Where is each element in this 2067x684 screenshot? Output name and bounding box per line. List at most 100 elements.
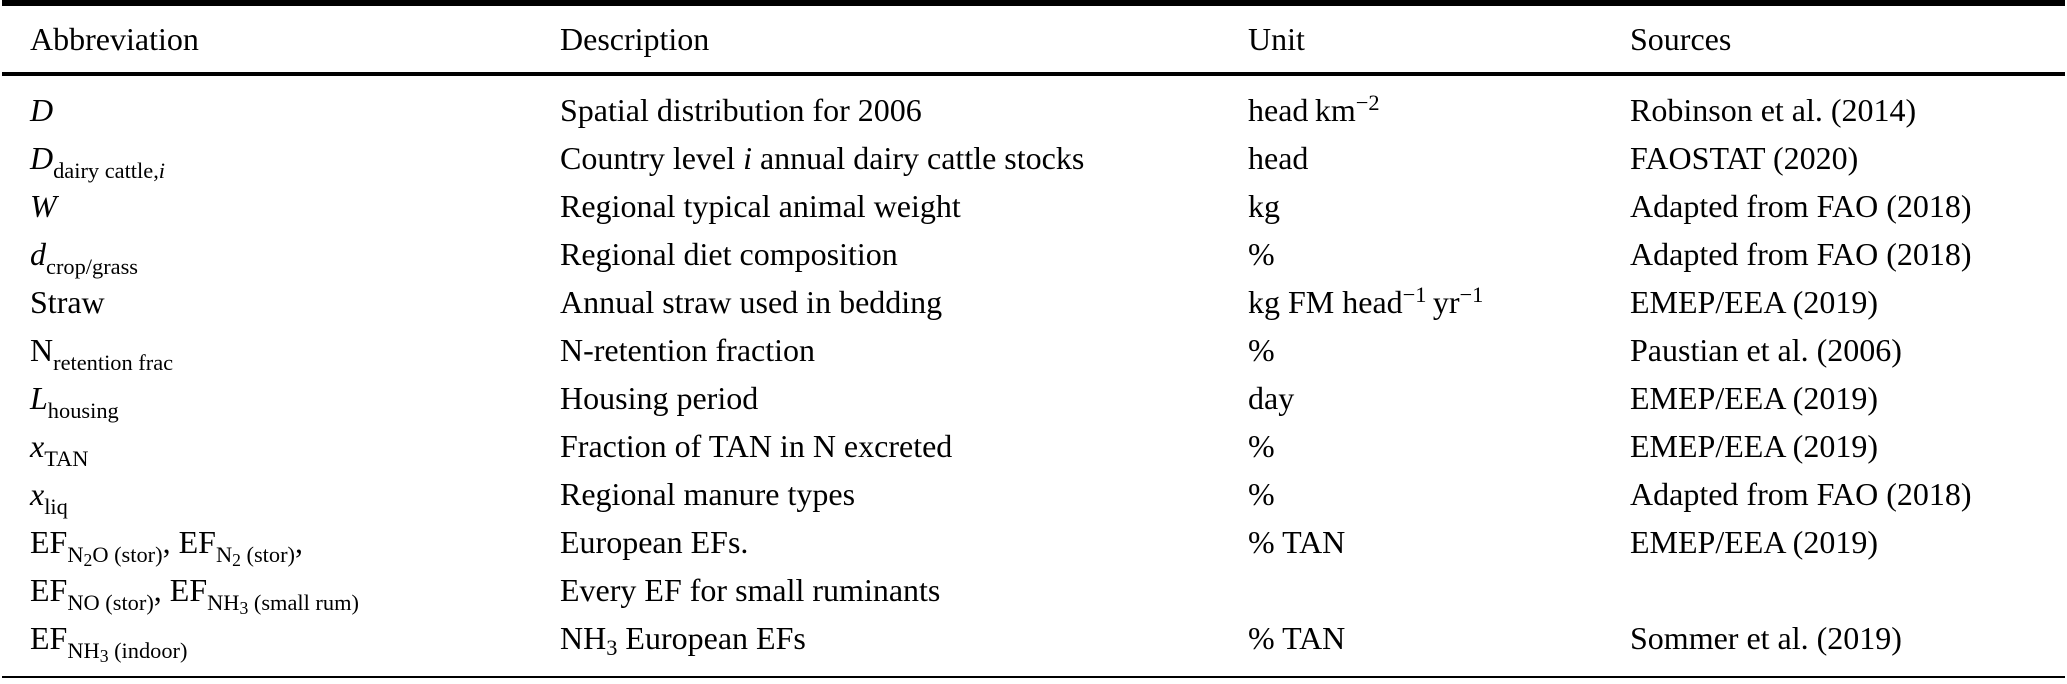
text-run: European EFs [617,620,806,656]
text-run: EMEP/EEA (2019) [1630,380,1878,416]
table-row: Straw Annual straw used in bedding kg FM h… [0,278,2067,326]
text-run: Regional diet composition [560,236,898,272]
text-run: liq [44,493,68,519]
text-run: dairy cattle, [53,157,159,183]
text-run: head [1248,140,1309,176]
cell-abbreviation: EFNO (stor), EFNH3 (small rum) [30,566,560,616]
table-row: EFNH 3 (indoor) NH3 European EFs% TAN Somme… [0,614,2067,664]
cell-unit: day [1248,374,1630,422]
cell-unit: % [1248,422,1630,470]
cell-sources: Robinson et al. (2014) [1630,86,2047,134]
text-run: Straw [30,284,105,320]
text-run: Adapted from FAO (2018) [1630,188,1972,224]
table-row: xliq Regional manure types% Adapted from F… [0,470,2067,518]
text-run: EF [169,572,208,608]
text-run: EF [30,524,68,560]
table-rule-header-bottom [2,72,2065,76]
text-run: i [743,140,752,176]
cell-description: NH3 European EFs [560,614,1248,662]
table-rule-bottom-thin [2,676,2065,678]
text-run: −1 [1459,281,1484,307]
text-run: x [30,428,45,464]
text-run: D [30,140,54,176]
text-run: % [1248,332,1275,368]
text-run: O (stor) [92,541,163,567]
cell-unit: head km−2 [1248,86,1630,134]
text-run: EMEP/EEA (2019) [1630,428,1878,464]
text-run: L [30,380,48,416]
text-run: N [30,332,54,368]
table-header-row: Abbreviation Description Unit Sources [0,6,2067,72]
text-run: crop/grass [46,253,139,279]
text-run: yr [1426,284,1460,320]
text-run: % TAN [1248,524,1346,560]
column-header-abbreviation: Abbreviation [30,20,199,57]
cell-abbreviation: EFN2O (stor), EFN2 (stor), [30,518,560,568]
column-header-unit: Unit [1248,20,1305,57]
text-run: annual dairy cattle stocks [751,140,1085,176]
column-header-description: Description [560,20,710,57]
cell-abbreviation: xTAN [30,422,560,470]
cell-sources: EMEP/EEA (2019) [1630,518,2047,566]
text-run: i [158,157,166,183]
text-run: N [67,541,84,567]
text-run: 2 [83,549,93,570]
text-run: (indoor) [108,637,188,663]
cell-abbreviation: dcrop/grass [30,230,560,278]
text-run: Housing period [560,380,759,416]
text-run: day [1248,380,1295,416]
text-run: NH [207,589,240,615]
text-run: 3 [606,635,618,661]
cell-sources: Adapted from FAO (2018) [1630,230,2047,278]
table-row: Lhousing Housing period day EMEP/EEA (2019) [0,374,2067,422]
text-run: Robinson et al. (2014) [1630,92,1917,128]
cell-description: N-retention fraction [560,326,1248,374]
text-run: 3 [239,597,249,618]
cell-description: European EFs. [560,518,1248,566]
text-run: , [153,572,170,608]
column-header-sources: Sources [1630,20,1732,57]
cell-sources: Adapted from FAO (2018) [1630,470,2047,518]
cell-description: Spatial distribution for 2006 [560,86,1248,134]
table-rule-top [2,0,2065,6]
cell-abbreviation: Ddairy cattle,i [30,134,560,182]
text-run: N [215,541,233,567]
table-row: Ddairy cattle,i Country level i annual da… [0,134,2067,182]
text-run: NH [67,637,100,663]
cell-unit: % TAN [1248,518,1630,566]
cell-sources: Sommer et al. (2019) [1630,614,2047,662]
text-run: % [1248,236,1275,272]
cell-description: Housing period [560,374,1248,422]
text-run: NO (stor) [67,589,154,615]
text-run: FAOSTAT (2020) [1630,140,1859,176]
text-run: , [295,524,304,560]
cell-unit: kg FM head−1 yr−1 [1248,278,1630,326]
text-run: Adapted from FAO (2018) [1630,476,1972,512]
text-run: Sommer et al. (2019) [1630,620,1902,656]
text-run: Spatial distribution for 2006 [560,92,922,128]
text-run: d [30,236,46,272]
text-run: −1 [1402,281,1427,307]
text-run: Annual straw used in bedding [560,284,943,320]
text-run: (small rum) [248,589,359,615]
text-run: TAN [44,445,89,471]
text-run: EF [30,620,68,656]
cell-sources: Adapted from FAO (2018) [1630,182,2047,230]
text-run: Adapted from FAO (2018) [1630,236,1972,272]
text-run: W [30,188,57,224]
table-body: D Spatial distribution for 2006 head km−2 R… [0,76,2067,668]
table-row: D Spatial distribution for 2006 head km−2 R… [0,86,2067,134]
cell-unit: % [1248,470,1630,518]
cell-unit: % [1248,230,1630,278]
table-row: EFNO (stor), EFNH3 (small rum) Every EF f… [0,566,2067,616]
text-run: % [1248,476,1275,512]
cell-sources: EMEP/EEA (2019) [1630,422,2047,470]
cell-unit: % [1248,326,1630,374]
text-run: EF [178,524,216,560]
cell-abbreviation: xliq [30,470,560,518]
text-run: % TAN [1248,620,1346,656]
text-run: kg FM head [1248,284,1403,320]
cell-unit: kg [1248,182,1630,230]
text-run: EMEP/EEA (2019) [1630,524,1878,560]
